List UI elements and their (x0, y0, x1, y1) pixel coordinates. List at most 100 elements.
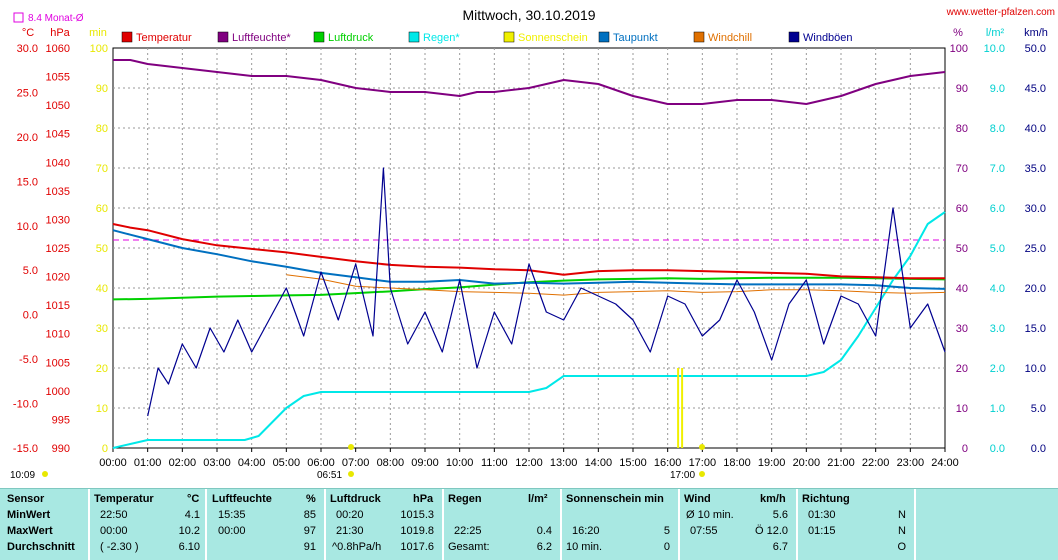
column-separator (205, 489, 207, 560)
x-tick-label: 14:00 (585, 457, 613, 469)
series-rain (112, 211, 946, 449)
legend-label: Luftdruck (328, 32, 374, 44)
y-tick-label-minutes: 70 (96, 163, 108, 175)
y-tick-label-pressure: 1015 (46, 300, 70, 312)
legend-swatch (408, 31, 420, 43)
y-tick-label-pressure: 1060 (46, 43, 70, 55)
cell-dir-time: 01:30 (808, 509, 836, 521)
y-tick-label-minutes: 50 (96, 243, 108, 255)
cell-sun-value: 0 (663, 541, 670, 553)
series-windchill (286, 274, 946, 296)
cell-wind-value: 6.7 (772, 541, 788, 553)
legend-swatch (598, 31, 610, 43)
cell-rain-value: 6.2 (536, 541, 552, 553)
y-axis-unit-minutes: min (89, 27, 107, 39)
y-tick-label-temp: 10.0 (17, 221, 38, 233)
cell-hum-value: 97 (303, 525, 316, 537)
legend-swatch (217, 31, 229, 43)
cell-wind-time: 07:55 (690, 525, 718, 537)
y-tick-label-pressure: 1030 (46, 214, 70, 226)
series-gusts (147, 167, 946, 417)
y-tick-label-wind: 0.0 (1031, 443, 1046, 455)
y-tick-label-minutes: 0 (102, 443, 108, 455)
y-tick-label-rain: 9.0 (990, 83, 1005, 95)
source-link[interactable]: www.wetter-pfalzen.com (946, 7, 1055, 18)
monthly-avg-label: 8.4 Monat-Ø (28, 13, 84, 24)
cell-press-value: 1015.3 (400, 509, 434, 521)
cell-rain-time: 22:25 (454, 525, 482, 537)
y-tick-label-wind: 30.0 (1025, 203, 1046, 215)
x-tick-label: 10:00 (446, 457, 474, 469)
cell-temp-value: 4.1 (184, 509, 200, 521)
header-pressure: Luftdruck (330, 493, 381, 505)
x-tick-label: 19:00 (758, 457, 786, 469)
y-tick-label-rain: 4.0 (990, 283, 1005, 295)
y-tick-label-minutes: 100 (90, 43, 108, 55)
y-tick-label-wind: 25.0 (1025, 243, 1046, 255)
header-hum-unit: % (306, 493, 316, 505)
sunshine-bar (681, 368, 684, 448)
y-tick-label-pressure: 1020 (46, 272, 70, 284)
y-tick-label-minutes: 20 (96, 363, 108, 375)
y-tick-label-rain: 1.0 (990, 403, 1005, 415)
legend-label: Taupunkt (613, 32, 658, 44)
y-tick-label-wind: 45.0 (1025, 83, 1046, 95)
y-tick-label-minutes: 10 (96, 403, 108, 415)
axis-ticks: 00:00 01:00 02:00 03:00 04:00 05:00 06:00 07:00… (13, 27, 1048, 469)
y-axis-unit-temp: °C (22, 27, 34, 39)
y-tick-label-temp: 30.0 (17, 43, 38, 55)
header-rain: Regen (448, 493, 482, 505)
y-tick-label-temp: 0.0 (23, 310, 38, 322)
y-axis-unit-wind: km/h (1024, 27, 1048, 39)
cell-hum-value: 91 (303, 541, 316, 553)
y-tick-label-percent: 90 (956, 83, 968, 95)
cell-dir-value: N (898, 525, 906, 537)
x-tick-label: 16:00 (654, 457, 682, 469)
daylength-sun-icon (42, 471, 48, 477)
cell-press-value: 1019.8 (400, 525, 434, 537)
y-tick-label-rain: 2.0 (990, 363, 1005, 375)
x-tick-label: 11:00 (481, 457, 508, 469)
header-sensor: Sensor (7, 493, 45, 505)
y-tick-label-rain: 10.0 (984, 43, 1005, 55)
y-tick-label-temp: 20.0 (17, 132, 38, 144)
cell-temp-value: 10.2 (178, 525, 200, 537)
series-layer (112, 59, 946, 449)
legend-label: Luftfeuchte* (232, 32, 291, 44)
y-tick-label-pressure: 1000 (46, 386, 70, 398)
header-temp-unit: °C (187, 493, 200, 505)
legend: Temperatur Luftfeuchte* Luftdruck Regen* Son… (121, 31, 853, 44)
y-tick-label-pressure: 1050 (46, 100, 70, 112)
y-tick-label-percent: 60 (956, 203, 968, 215)
cell-press-value: 1017.6 (400, 541, 434, 553)
y-tick-label-rain: 8.0 (990, 123, 1005, 135)
cell-hum-value: 85 (303, 509, 316, 521)
x-tick-label: 00:00 (99, 457, 127, 469)
y-tick-label-wind: 50.0 (1025, 43, 1046, 55)
row-label: Durchschnitt (7, 541, 75, 553)
y-tick-label-wind: 40.0 (1025, 123, 1046, 135)
y-tick-label-minutes: 40 (96, 283, 108, 295)
y-tick-label-pressure: 1025 (46, 243, 70, 255)
series-dewpoint (112, 229, 946, 290)
header-press-unit: hPa (413, 493, 434, 505)
legend-label: Sonnenschein (518, 32, 588, 44)
sunshine-bar (677, 368, 680, 448)
y-tick-label-minutes: 60 (96, 203, 108, 215)
x-tick-label: 21:00 (827, 457, 855, 469)
cell-rain-time: Gesamt: (448, 541, 490, 553)
chart-title: Mittwoch, 30.10.2019 (462, 7, 595, 23)
y-tick-label-percent: 40 (956, 283, 968, 295)
legend-label: Temperatur (136, 32, 192, 44)
sunset-sun-icon (699, 471, 705, 477)
y-tick-label-percent: 30 (956, 323, 968, 335)
cell-sun-time: 10 min. (566, 541, 603, 553)
legend-label: Windchill (708, 32, 752, 44)
day-length: 10:09 (10, 470, 35, 481)
y-tick-label-temp: -15.0 (13, 443, 38, 455)
x-tick-label: 15:00 (619, 457, 647, 469)
cell-hum-time: 00:00 (218, 525, 246, 537)
cell-temp-time: 22:50 (100, 509, 128, 521)
legend-swatch (121, 31, 133, 43)
legend-label: Regen* (423, 32, 460, 44)
